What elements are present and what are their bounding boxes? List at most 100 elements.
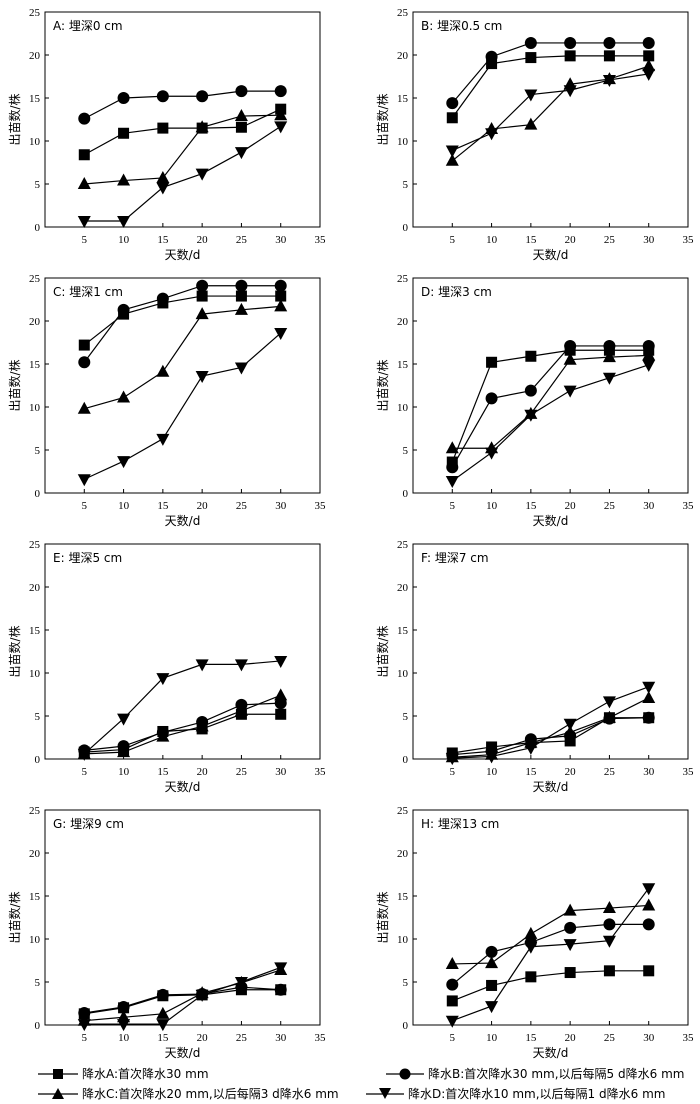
data-point-d [117,1019,131,1032]
data-point-d [445,753,459,766]
legend-marker-triangle-up [52,1088,64,1099]
y-tick-label: 15 [397,93,409,105]
panel-title: H: 埋深13 cm [421,817,499,831]
x-tick-label: 30 [275,500,287,512]
data-point-c [602,901,616,914]
series-line-a [451,349,649,463]
y-tick-label: 25 [397,805,409,817]
y-tick-label: 10 [29,136,41,148]
x-axis-label: 天数/d [533,513,569,528]
plot-frame [412,277,689,494]
series-line-b [84,90,281,120]
y-tick-label: 25 [397,539,409,551]
data-point-b [446,978,459,991]
data-point-d [524,941,538,954]
y-tick-label: 5 [35,711,41,723]
data-point-d [524,742,538,755]
x-axis-label: 天数/d [533,1045,569,1060]
series-d [77,655,288,761]
x-tick-label: 10 [486,234,498,246]
y-tick-label: 0 [35,488,41,500]
data-point-b [524,36,537,49]
data-point-b [156,90,169,103]
x-tick-label: 5 [450,500,456,512]
data-point-b [196,90,209,103]
data-point-c [117,173,131,186]
series-line-c [84,114,281,185]
data-point-d [642,883,656,896]
y-tick-label: 10 [29,934,41,946]
data-point-a [78,339,90,351]
data-point-a [235,121,247,133]
data-point-c [445,956,459,969]
data-point-c [156,364,170,377]
legend-marker-square [53,1069,63,1079]
y-tick-label: 15 [397,891,409,903]
data-point-a [157,122,169,134]
data-point-d [156,433,170,446]
series-a [78,290,287,351]
data-point-c [234,703,248,716]
y-tick-label: 5 [35,445,41,457]
y-tick-label: 10 [29,668,41,680]
y-tick-label: 5 [403,445,409,457]
x-tick-label: 30 [275,234,287,246]
series-line-d [452,686,649,759]
x-axis-label: 天数/d [165,247,201,262]
data-point-a [486,356,498,368]
x-tick-label: 20 [197,766,209,778]
data-point-d [563,939,577,952]
legend-label-b: 降水B:首次降水30 mm,以后每隔5 d降水6 mm [428,1066,684,1081]
x-tick-label: 5 [450,234,456,246]
data-point-d [77,1019,91,1032]
series-c [445,348,656,454]
data-point-d [274,962,288,975]
legend-marker-triangle-down [379,1088,391,1099]
series-c [445,59,656,166]
legend-label-c: 降水C:首次降水20 mm,以后每隔3 d降水6 mm [82,1086,339,1101]
series-d [445,681,656,766]
panel-title: F: 埋深7 cm [421,551,489,565]
data-point-d [524,89,538,102]
data-point-d [77,748,91,761]
panel-d: 0 5 10 15 20 25 5 10 15 20 25 30 35 D: 埋深3 cm 天数/d 出苗数/… [375,273,694,528]
x-tick-label: 10 [486,500,498,512]
series-d [77,121,288,228]
data-point-a [603,965,615,977]
data-point-a [275,708,287,720]
data-point-d [642,68,656,81]
data-point-c [445,153,459,166]
data-point-d [563,385,577,398]
legend-entry-d: 降水D:首次降水10 mm,以后每隔1 d降水6 mm [366,1086,665,1101]
data-point-d [77,215,91,228]
data-point-b [274,85,287,98]
y-axis-label: 出苗数/株 [375,891,390,943]
x-axis-label: 天数/d [165,1045,201,1060]
x-tick-label: 35 [683,234,695,246]
y-tick-label: 5 [35,977,41,989]
x-tick-label: 15 [157,1032,169,1044]
x-tick-label: 15 [525,766,537,778]
plot-frame [44,11,321,228]
data-point-d [602,372,616,385]
data-point-d [602,74,616,87]
series-line-d [83,660,281,755]
series-b [78,85,287,125]
series-b [78,697,287,757]
x-tick-label: 5 [82,766,88,778]
data-point-b [117,1000,130,1013]
y-tick-label: 20 [397,50,409,62]
series-line-b [84,702,281,751]
data-point-d [117,456,131,469]
series-c [445,690,656,763]
x-tick-label: 35 [683,1032,695,1044]
data-point-b [564,921,577,934]
x-tick-label: 30 [643,234,655,246]
data-point-d [485,447,499,460]
data-point-b [446,461,459,474]
y-axis-label: 出苗数/株 [375,93,390,145]
series-line-a [84,713,281,753]
y-tick-label: 0 [403,1020,409,1032]
x-tick-label: 20 [565,234,577,246]
x-tick-label: 15 [525,1032,537,1044]
